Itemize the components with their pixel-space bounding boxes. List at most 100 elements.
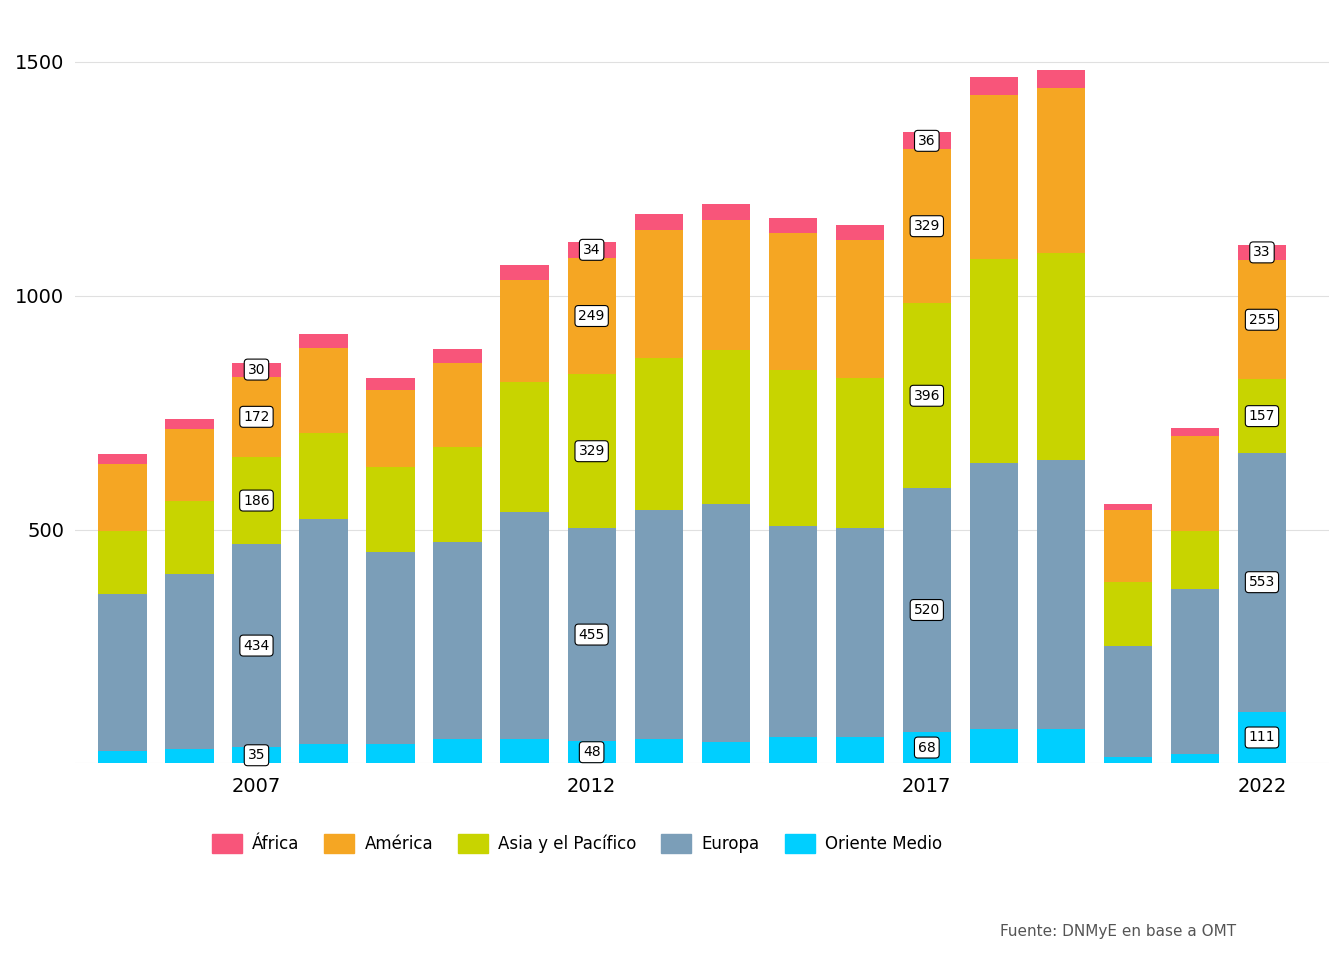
Bar: [634, 214, 683, 229]
Bar: [500, 265, 548, 280]
Bar: [500, 739, 548, 763]
Bar: [769, 737, 817, 763]
Bar: [1238, 453, 1286, 711]
Bar: [1171, 754, 1219, 763]
Bar: [567, 258, 616, 374]
Bar: [702, 504, 750, 742]
Bar: [233, 544, 281, 747]
Bar: [970, 259, 1017, 463]
Text: 455: 455: [578, 628, 605, 641]
Bar: [1171, 437, 1219, 531]
Bar: [1238, 245, 1286, 260]
Bar: [970, 77, 1017, 94]
Bar: [903, 149, 952, 303]
Text: 34: 34: [583, 243, 601, 257]
Bar: [233, 376, 281, 457]
Bar: [1036, 70, 1085, 88]
Text: 30: 30: [247, 363, 265, 376]
Bar: [1171, 427, 1219, 437]
Bar: [1103, 645, 1152, 756]
Bar: [567, 374, 616, 528]
Text: 396: 396: [914, 389, 939, 403]
Bar: [500, 280, 548, 382]
Bar: [836, 378, 884, 528]
Text: 111: 111: [1249, 731, 1275, 745]
Bar: [300, 519, 348, 744]
Bar: [769, 526, 817, 737]
Bar: [1238, 711, 1286, 763]
Bar: [836, 528, 884, 736]
Bar: [98, 593, 146, 751]
Bar: [970, 463, 1017, 730]
Bar: [434, 363, 481, 446]
Bar: [634, 739, 683, 763]
Bar: [300, 334, 348, 348]
Text: 553: 553: [1249, 575, 1275, 589]
Bar: [367, 390, 415, 468]
Bar: [1103, 511, 1152, 583]
Bar: [702, 204, 750, 220]
Bar: [1238, 379, 1286, 453]
Bar: [1171, 531, 1219, 589]
Bar: [300, 433, 348, 519]
Bar: [500, 382, 548, 512]
Bar: [367, 378, 415, 390]
Bar: [970, 94, 1017, 259]
Text: 186: 186: [243, 493, 270, 508]
Bar: [165, 574, 214, 750]
Bar: [98, 464, 146, 531]
Bar: [769, 218, 817, 233]
Bar: [367, 744, 415, 763]
Bar: [836, 240, 884, 378]
Bar: [434, 542, 481, 739]
Bar: [165, 429, 214, 501]
Text: 434: 434: [243, 638, 270, 653]
Text: 35: 35: [247, 748, 265, 762]
Bar: [567, 528, 616, 741]
Bar: [233, 457, 281, 544]
Bar: [165, 419, 214, 429]
Bar: [702, 742, 750, 763]
Bar: [98, 751, 146, 763]
Bar: [1036, 252, 1085, 460]
Text: 329: 329: [578, 444, 605, 458]
Text: 48: 48: [583, 745, 601, 759]
Text: 68: 68: [918, 740, 935, 755]
Text: 329: 329: [914, 219, 939, 233]
Bar: [567, 242, 616, 258]
Bar: [1036, 460, 1085, 730]
Bar: [769, 233, 817, 370]
Bar: [903, 132, 952, 149]
Bar: [233, 363, 281, 376]
Text: 249: 249: [578, 309, 605, 323]
Bar: [769, 370, 817, 526]
Bar: [300, 348, 348, 433]
Text: 520: 520: [914, 603, 939, 617]
Text: 255: 255: [1249, 313, 1275, 326]
Text: 157: 157: [1249, 409, 1275, 423]
Bar: [98, 454, 146, 464]
Text: 172: 172: [243, 410, 270, 423]
Bar: [434, 446, 481, 542]
Bar: [500, 512, 548, 739]
Bar: [903, 489, 952, 732]
Bar: [434, 739, 481, 763]
Text: Fuente: DNMyE en base a OMT: Fuente: DNMyE en base a OMT: [1000, 924, 1236, 939]
Bar: [970, 730, 1017, 763]
Bar: [903, 303, 952, 489]
Bar: [634, 229, 683, 358]
Bar: [1036, 88, 1085, 252]
Bar: [233, 747, 281, 763]
Bar: [567, 741, 616, 763]
Bar: [1103, 504, 1152, 511]
Bar: [367, 552, 415, 744]
Text: 36: 36: [918, 133, 935, 148]
Bar: [1103, 583, 1152, 645]
Bar: [98, 531, 146, 593]
Bar: [702, 350, 750, 504]
Bar: [1171, 589, 1219, 754]
Bar: [165, 501, 214, 574]
Bar: [1036, 730, 1085, 763]
Bar: [165, 750, 214, 763]
Bar: [836, 225, 884, 240]
